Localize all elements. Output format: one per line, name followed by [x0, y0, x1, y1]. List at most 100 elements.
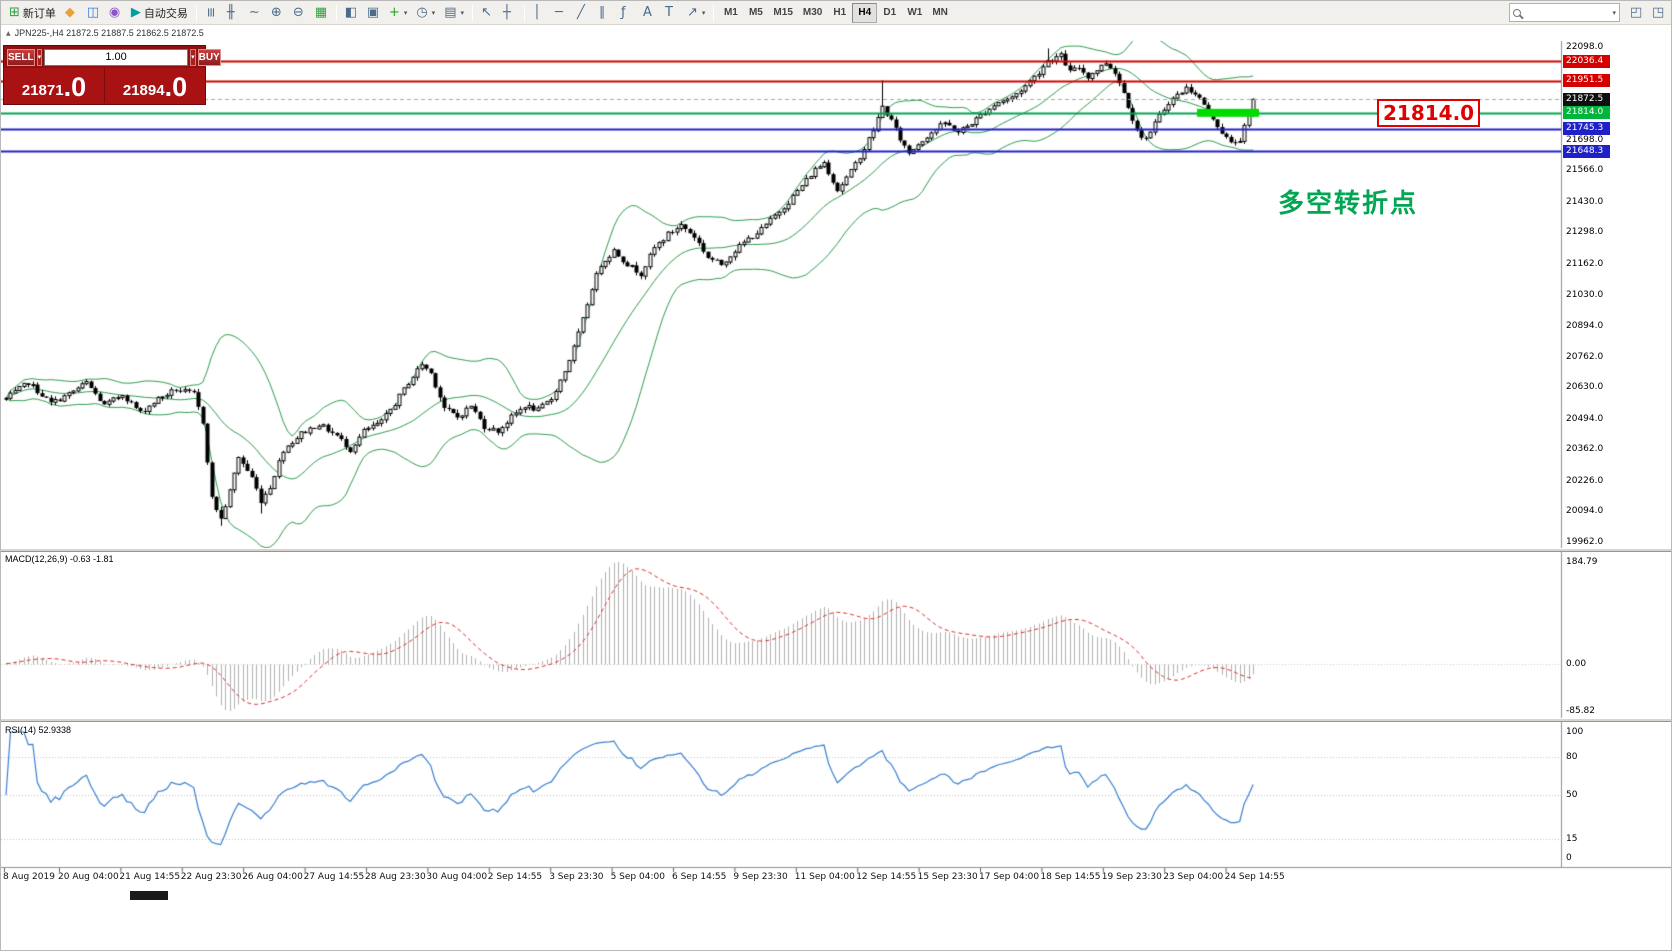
- timeframe-m30[interactable]: M30: [798, 3, 827, 23]
- crosshair-icon[interactable]: ┼: [499, 3, 520, 23]
- autotrading-button-label: 自动交易: [143, 7, 188, 20]
- timeframe-h1[interactable]: H1: [827, 3, 852, 23]
- periods-icon-dropdown[interactable]: ▾: [431, 8, 436, 17]
- macd-indicator-label: MACD(12,26,9) -0.63 -1.81: [5, 554, 114, 564]
- date-tick: 12 Sep 14:55: [856, 872, 917, 882]
- timeframe-group: M1 M5 M15 M30 H1 H4 D1 W1 MN: [718, 2, 953, 23]
- timeframe-w1[interactable]: W1: [902, 3, 927, 23]
- sell-options-dropdown[interactable]: ▾: [36, 48, 43, 66]
- zoom-in-icon[interactable]: ⊕: [267, 3, 288, 23]
- navigator-icon[interactable]: ◉: [105, 3, 126, 23]
- volume-input[interactable]: [44, 48, 189, 66]
- horizontal-scrollbar[interactable]: [1, 890, 1671, 902]
- toolbar-separator: [335, 4, 337, 21]
- bar-chart-icon[interactable]: ≡: [201, 3, 222, 23]
- profiles-icon: ◆: [64, 5, 75, 20]
- search-input[interactable]: [1525, 5, 1612, 20]
- text-label-icon[interactable]: T: [661, 3, 682, 23]
- new-order-button[interactable]: ⊞ 新订单: [5, 3, 60, 23]
- text-icon[interactable]: A: [639, 3, 660, 23]
- arrow-objects-icon[interactable]: ↗ ▾: [683, 3, 709, 23]
- grid-icon[interactable]: ▦: [311, 3, 332, 23]
- new-order-icon: ⊞: [9, 5, 20, 20]
- line-chart-icon[interactable]: ∼: [245, 3, 266, 23]
- cursor-icon[interactable]: ↖: [477, 3, 498, 23]
- sell-price-main: 21871: [21, 81, 64, 99]
- horizontal-line-icon: ─: [555, 5, 563, 20]
- one-click-trading-panel: SELL ▾ ▾ BUY 21871.0 21894.0: [3, 45, 221, 105]
- zoom-in-icon: ⊕: [270, 5, 282, 20]
- scrollbar-thumb[interactable]: [130, 891, 168, 900]
- zoom-out-icon[interactable]: ⊖: [289, 3, 310, 23]
- channel-icon[interactable]: ∥: [595, 3, 616, 23]
- volume-dropdown[interactable]: ▾: [190, 48, 196, 66]
- date-tick: 2 Sep 14:55: [487, 872, 543, 882]
- buy-price[interactable]: 21894.0: [105, 68, 205, 103]
- vertical-line-icon: │: [533, 5, 541, 20]
- macd-panel-separator[interactable]: [1, 548, 1671, 552]
- crosshair-icon: ┼: [503, 5, 511, 20]
- templates-icon[interactable]: ▤ ▾: [440, 3, 468, 23]
- sell-price[interactable]: 21871.0: [4, 68, 104, 103]
- periods-icon: ◷: [416, 5, 428, 20]
- price-tick: 21030.0: [1566, 289, 1604, 300]
- layout-icon[interactable]: ◰: [1626, 3, 1647, 23]
- search-icon: [1513, 8, 1522, 17]
- trendline-icon[interactable]: ╱: [573, 3, 594, 23]
- bar-chart-icon: ≡: [202, 7, 218, 18]
- periods-icon[interactable]: ◷ ▾: [412, 3, 439, 23]
- rsi-panel-separator[interactable]: [1, 718, 1671, 722]
- autotrading-button[interactable]: ▶ 自动交易: [127, 3, 192, 23]
- timeframe-h4[interactable]: H4: [852, 2, 878, 23]
- fibonacci-icon[interactable]: ƒ: [617, 3, 638, 23]
- date-tick: 21 Aug 14:55: [119, 872, 181, 882]
- timeframe-mn[interactable]: MN: [927, 3, 953, 23]
- price-tick: 20226.0: [1566, 475, 1604, 486]
- macd-axis-tick: 184.79: [1566, 557, 1598, 567]
- indicators-icon-dropdown[interactable]: ▾: [403, 8, 408, 17]
- zoom-out-icon: ⊖: [292, 5, 304, 20]
- sell-button[interactable]: SELL: [7, 48, 35, 66]
- timeframe-m15[interactable]: M15: [768, 3, 797, 23]
- price-tick: 22098.0: [1566, 42, 1604, 52]
- date-tick: 27 Aug 14:55: [303, 872, 365, 882]
- timeframe-m5[interactable]: M5: [743, 3, 768, 23]
- sell-price-big: .0: [63, 72, 87, 103]
- toolbar-separator: [195, 4, 197, 21]
- date-tick: 15 Sep 23:30: [917, 872, 978, 882]
- text-label-icon: T: [665, 5, 673, 20]
- search-dropdown[interactable]: ▾: [1612, 8, 1616, 17]
- arrow-objects-icon-dropdown[interactable]: ▾: [701, 8, 706, 17]
- fullscreen-icon[interactable]: ◳: [1648, 3, 1669, 23]
- price-level-chip: 22036.4: [1563, 54, 1610, 68]
- symbol-ohlc-text: JPN225-,H4 21872.5 21887.5 21862.5 21872…: [14, 28, 204, 38]
- buy-button[interactable]: BUY: [197, 48, 221, 66]
- date-tick: 5 Sep 04:00: [610, 872, 665, 882]
- navigator-icon: ◉: [108, 5, 121, 20]
- date-axis[interactable]: 8 Aug 2019 20 Aug 04:00 21 Aug 14:55 22 Aug…: [1, 869, 1671, 887]
- trade-panel-divider: [104, 68, 105, 103]
- tile-windows-icon[interactable]: ◧: [341, 3, 362, 23]
- profiles-icon[interactable]: ◆: [61, 3, 82, 23]
- indicators-icon[interactable]: + ▾: [385, 3, 411, 23]
- price-tick: 20762.0: [1566, 351, 1604, 362]
- trade-panel-prices: 21871.0 21894.0: [4, 68, 205, 103]
- price-level-chip: 21745.3: [1563, 122, 1610, 136]
- rsi-indicator-label: RSI(14) 52.9338: [5, 725, 72, 735]
- horizontal-line-icon[interactable]: ─: [551, 3, 572, 23]
- buy-price-big: .0: [164, 72, 188, 103]
- candlestick-chart-icon[interactable]: ╫: [223, 3, 244, 23]
- timeframe-m1[interactable]: M1: [718, 3, 743, 23]
- cascade-windows-icon[interactable]: ▣: [363, 3, 384, 23]
- fibonacci-icon: ƒ: [621, 5, 626, 20]
- market-watch-icon[interactable]: ◫: [83, 3, 104, 23]
- timeframe-d1[interactable]: D1: [877, 3, 902, 23]
- toolbar-separator: [472, 4, 473, 21]
- vertical-line-icon[interactable]: │: [529, 3, 550, 23]
- price-axis[interactable]: 22098.0 21698.0 21566.0 21430.0 21298.0 21162…: [1562, 1, 1671, 950]
- symbol-search: ▾: [1509, 3, 1620, 22]
- price-tick: 20894.0: [1566, 321, 1604, 332]
- templates-icon-dropdown[interactable]: ▾: [460, 8, 464, 17]
- rsi-axis-tick: 15: [1566, 834, 1578, 845]
